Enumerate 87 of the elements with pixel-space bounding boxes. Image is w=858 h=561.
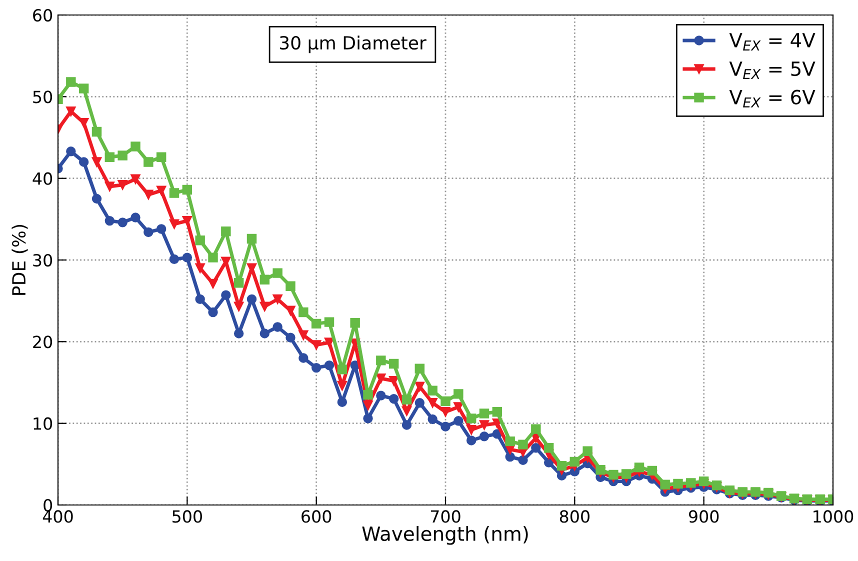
point <box>298 330 308 340</box>
point <box>428 414 438 424</box>
y-tick-label: 30 <box>33 254 52 267</box>
point <box>324 338 334 348</box>
point <box>414 382 425 392</box>
y-tick-label: 10 <box>34 417 52 430</box>
point <box>195 263 205 274</box>
point <box>169 219 180 229</box>
point <box>286 332 296 342</box>
point <box>298 353 308 363</box>
point <box>118 218 128 228</box>
point <box>479 420 490 430</box>
point <box>337 380 348 391</box>
point <box>376 374 386 384</box>
point <box>518 455 528 465</box>
x-tick-label: 1000 <box>814 510 854 523</box>
point <box>234 328 244 338</box>
point <box>505 452 515 462</box>
point <box>234 302 244 312</box>
point <box>156 224 166 234</box>
y-tick-label: 40 <box>32 172 52 185</box>
legend-label: V$_{EX}$ = 6V <box>729 90 816 108</box>
point <box>118 180 128 190</box>
point <box>376 390 386 400</box>
point <box>363 400 373 410</box>
x-tick-label: 400 <box>42 510 73 523</box>
point <box>402 420 412 430</box>
legend-label: V$_{EX}$ = 5V <box>729 62 816 79</box>
point <box>66 146 76 156</box>
point <box>466 425 476 435</box>
point <box>272 322 282 332</box>
point <box>156 186 166 196</box>
point <box>260 302 270 312</box>
point <box>388 376 399 386</box>
point <box>104 182 115 192</box>
point <box>363 414 373 424</box>
point <box>454 402 464 412</box>
point <box>104 216 115 226</box>
point <box>208 278 218 289</box>
point <box>414 398 425 408</box>
x-axis-title: Wavelength (nm) <box>362 526 528 545</box>
y-tick-label: 60 <box>33 8 52 22</box>
point <box>195 294 205 304</box>
point <box>337 397 348 407</box>
point <box>440 407 450 417</box>
x-tick-label: 600 <box>302 510 332 523</box>
x-tick-label: 900 <box>688 510 719 523</box>
annotation: 30 µm Diameter <box>280 36 426 54</box>
y-axis-title: PDE (%) <box>12 224 28 295</box>
point <box>182 252 192 262</box>
point <box>324 360 334 370</box>
x-tick-label: 800 <box>560 510 590 523</box>
point <box>246 263 257 274</box>
point <box>286 306 296 316</box>
point <box>130 174 140 184</box>
point <box>221 290 231 300</box>
point <box>388 394 399 404</box>
point <box>246 294 257 304</box>
point <box>78 118 89 128</box>
point <box>92 157 102 167</box>
y-tick-label: 0 <box>44 498 52 512</box>
point <box>466 436 476 446</box>
point <box>66 106 76 116</box>
point <box>531 442 541 453</box>
point <box>130 212 140 222</box>
point <box>144 227 154 238</box>
x-tick-label: 500 <box>172 510 202 523</box>
point <box>260 328 270 338</box>
point <box>311 340 322 350</box>
y-tick-label: 50 <box>33 90 52 104</box>
point <box>440 422 450 432</box>
point <box>479 432 490 442</box>
point <box>92 194 102 204</box>
point <box>208 307 218 318</box>
point <box>428 398 438 408</box>
point <box>454 416 464 426</box>
point <box>311 362 322 373</box>
point <box>221 256 231 266</box>
point <box>169 254 180 264</box>
point <box>78 157 89 167</box>
y-tick-label: 20 <box>33 336 52 348</box>
point <box>144 190 154 200</box>
point <box>182 216 192 226</box>
point <box>402 406 412 416</box>
point <box>272 294 282 304</box>
x-tick-label: 700 <box>430 510 460 523</box>
legend-label: V$_{EX}$ = 4V <box>729 33 816 50</box>
